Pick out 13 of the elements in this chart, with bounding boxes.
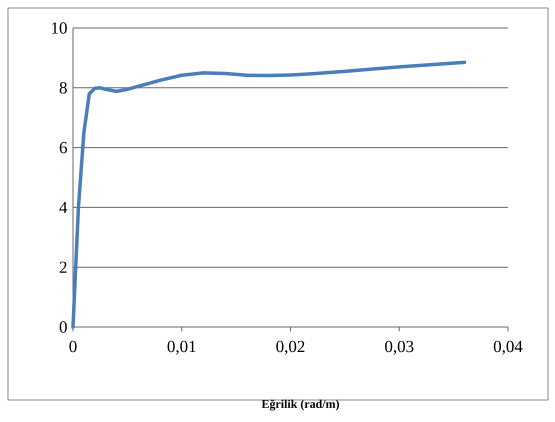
x-tick-label: 0,01	[168, 340, 196, 355]
y-tick-label: 8	[60, 82, 67, 94]
line-series	[71, 60, 466, 329]
x-tick-label: 0	[69, 340, 77, 352]
y-tick-label: 6	[60, 142, 67, 154]
x-axis-title: Eğrilik (rad/m)	[262, 399, 339, 411]
y-tick-label: 0	[60, 321, 67, 333]
x-tick-label: 0,02	[276, 340, 304, 355]
y-tick-label: 4	[59, 202, 68, 213]
y-tick-label: 10	[52, 22, 67, 34]
x-tick-label: 0,04	[494, 340, 523, 355]
x-tick-label: 0,03	[385, 340, 414, 355]
y-tick-label: 2	[60, 262, 67, 273]
